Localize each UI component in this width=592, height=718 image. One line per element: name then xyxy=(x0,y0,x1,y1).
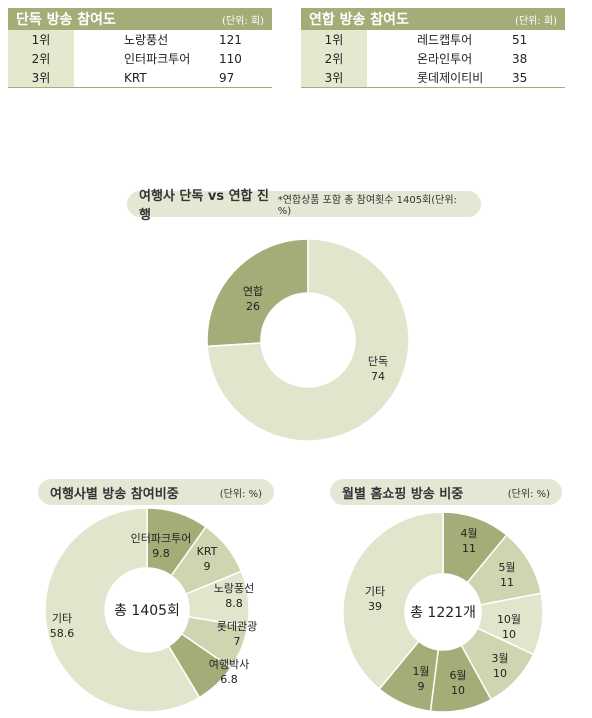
chart-title-pill: 여행사별 방송 참여비중 (단위: %) xyxy=(38,479,274,505)
chart-title: 월별 홈쇼핑 방송 비중 xyxy=(342,486,464,502)
rank-cell: 2위 xyxy=(8,49,74,68)
donut-slice xyxy=(206,238,410,442)
chart-title: 여행사 단독 vs 연합 진행 xyxy=(139,189,269,223)
slice-value: 39 xyxy=(368,600,382,613)
name-cell: 노랑풍선 xyxy=(124,33,169,47)
solo-broadcast-table: 단독 방송 참여도 (단위: 회) 1위 노랑풍선 121 2위 인터파크투어 … xyxy=(8,8,272,88)
value-cell: 35 xyxy=(512,70,528,85)
slice-value: 7 xyxy=(234,635,241,648)
table-row: 1위 노랑풍선 121 xyxy=(8,30,272,49)
slice-value: 9 xyxy=(418,680,425,693)
slice-label: 4월 xyxy=(460,527,477,540)
name-cell: 인터파크투어 xyxy=(124,52,191,66)
slice-label: 3월 xyxy=(491,652,508,665)
slice-label: 롯데관광 xyxy=(217,620,257,633)
slice-label: KRT xyxy=(197,545,218,558)
slice-value: 6.8 xyxy=(220,673,238,686)
rank-cell: 3위 xyxy=(301,68,367,87)
table-header: 연합 방송 참여도 (단위: 회) xyxy=(301,8,565,30)
slice-label: 연합 xyxy=(243,285,263,298)
joint-broadcast-table: 연합 방송 참여도 (단위: 회) 1위 레드캡투어 51 2위 온라인투어 3… xyxy=(301,8,565,88)
slice-value: 11 xyxy=(500,576,514,589)
table-title: 연합 방송 참여도 xyxy=(309,12,409,28)
donut-slice xyxy=(206,238,309,348)
rank-cell: 1위 xyxy=(301,30,367,49)
donut-center-label: 총 1221개 xyxy=(410,605,476,621)
slice-value: 26 xyxy=(246,300,260,313)
slice-value: 10 xyxy=(451,684,465,697)
table-unit: (단위: 회) xyxy=(515,15,557,27)
chart-note: (단위: %) xyxy=(219,488,262,500)
slice-label: 기타 xyxy=(52,612,72,625)
donut-slice xyxy=(342,511,444,691)
value-cell: 38 xyxy=(512,51,528,66)
table-row: 3위 KRT 97 xyxy=(8,68,272,88)
rank-cell: 2위 xyxy=(301,49,367,68)
slice-label: 단독 xyxy=(368,355,388,368)
donut-center-label: 총 1405회 xyxy=(114,603,180,619)
value-cell: 51 xyxy=(512,32,528,47)
value-cell: 97 xyxy=(219,70,235,85)
slice-label: 1월 xyxy=(412,665,429,678)
donut-slice xyxy=(44,507,201,713)
name-cell: KRT xyxy=(124,70,147,85)
slice-label: 5월 xyxy=(498,561,515,574)
value-cell: 110 xyxy=(219,51,242,66)
table-title: 단독 방송 참여도 xyxy=(16,12,116,28)
slice-value: 9 xyxy=(204,560,211,573)
slice-label: 여행박사 xyxy=(209,658,249,671)
table-row: 3위 롯데제이티비 35 xyxy=(301,68,565,88)
table-row: 1위 레드캡투어 51 xyxy=(301,30,565,49)
slice-value: 9.8 xyxy=(152,547,170,560)
slice-value: 58.6 xyxy=(50,627,75,640)
slice-value: 11 xyxy=(462,542,476,555)
rank-cell: 3위 xyxy=(8,68,74,87)
slice-value: 8.8 xyxy=(225,597,243,610)
slice-label: 인터파크투어 xyxy=(131,532,192,545)
rank-cell: 1위 xyxy=(8,30,74,49)
chart-note: *연합상품 포함 총 참여횟수 1405회(단위: %) xyxy=(277,195,457,217)
slice-value: 10 xyxy=(493,667,507,680)
value-cell: 121 xyxy=(219,32,242,47)
slice-value: 10 xyxy=(502,628,516,641)
chart-title: 여행사별 방송 참여비중 xyxy=(50,486,179,502)
name-cell: 롯데제이티비 xyxy=(417,71,484,85)
slice-label: 6월 xyxy=(449,669,466,682)
name-cell: 레드캡투어 xyxy=(417,33,473,47)
table-unit: (단위: 회) xyxy=(222,15,264,27)
name-cell: 온라인투어 xyxy=(417,52,473,66)
table-header: 단독 방송 참여도 (단위: 회) xyxy=(8,8,272,30)
slice-label: 기타 xyxy=(365,585,385,598)
slice-label: 노랑풍선 xyxy=(214,582,254,595)
table-row: 2위 인터파크투어 110 xyxy=(8,49,272,68)
slice-value: 74 xyxy=(371,370,385,383)
table-row: 2위 온라인투어 38 xyxy=(301,49,565,68)
chart-title-pill: 월별 홈쇼핑 방송 비중 (단위: %) xyxy=(330,479,562,505)
chart-note: (단위: %) xyxy=(507,488,550,500)
slice-label: 10월 xyxy=(497,613,521,626)
chart-title-pill: 여행사 단독 vs 연합 진행 *연합상품 포함 총 참여횟수 1405회(단위… xyxy=(127,189,481,223)
